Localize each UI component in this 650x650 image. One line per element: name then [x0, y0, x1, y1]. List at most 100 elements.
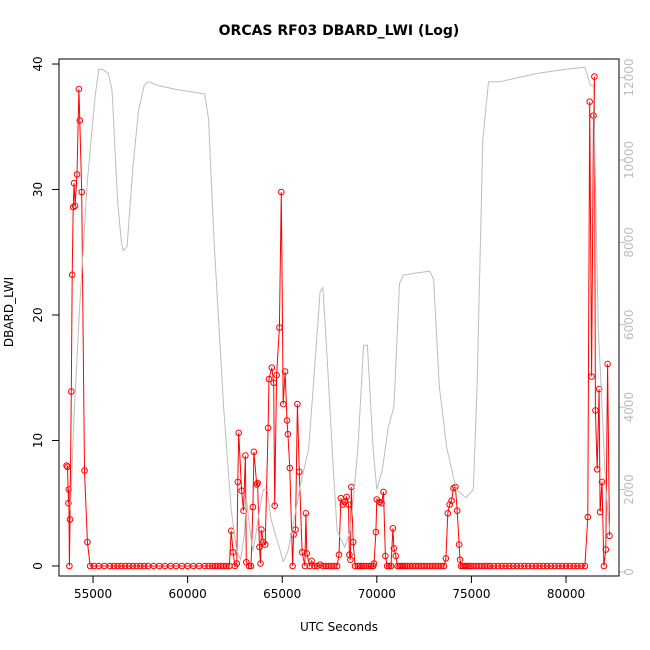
series-0-point-71 — [264, 424, 272, 432]
series-0-point-55 — [235, 429, 242, 437]
y2-tick-label-5: 10000 — [622, 141, 636, 179]
series-0-point-207 — [592, 407, 599, 414]
y-tick-label-3: 30 — [31, 182, 45, 197]
series-0-point-104 — [335, 551, 343, 559]
series-0-point-114 — [351, 562, 359, 570]
series-0-point-18 — [90, 562, 98, 570]
series-0-point-186 — [524, 562, 532, 570]
y2-tick-label-3: 6000 — [622, 309, 636, 340]
series-0-point-200 — [577, 562, 585, 570]
y2-tick-label-4: 8000 — [622, 227, 636, 258]
series-0-point-92 — [303, 550, 311, 557]
series-0-point-88 — [296, 468, 303, 476]
series-0-point-15 — [81, 467, 88, 474]
series-0-point-153 — [437, 562, 445, 570]
x-tick-label-2: 65000 — [263, 587, 301, 601]
series-0-point-113 — [349, 538, 357, 546]
series-0-point-41 — [201, 562, 208, 570]
series-0-point-135 — [392, 552, 400, 560]
series-0-point-91 — [302, 510, 310, 517]
series-0-point-119 — [363, 562, 370, 570]
series-0-point-195 — [558, 562, 566, 570]
series-0-point-140 — [401, 562, 409, 570]
series-0-point-180 — [502, 562, 509, 570]
series-0-point-162 — [455, 541, 463, 548]
series-0-point-182 — [509, 562, 517, 570]
series-0-point-54 — [234, 478, 242, 486]
series-0-point-209 — [595, 385, 603, 393]
series-0-point-183 — [513, 562, 521, 570]
series-0-point-60 — [245, 562, 253, 570]
series-0-point-178 — [494, 562, 502, 570]
series-0-point-161 — [453, 507, 461, 515]
series-0-point-56 — [238, 487, 245, 495]
series-0-point-181 — [506, 562, 513, 570]
series-0-point-26 — [125, 562, 133, 570]
plot-frame — [58, 58, 620, 577]
series-0-point-109 — [345, 501, 352, 508]
series-0-point-6 — [68, 388, 75, 395]
x-tick-label-0: 55000 — [74, 587, 112, 601]
y2-tick-label-0: 0 — [622, 568, 636, 576]
series-0-point-70 — [261, 541, 269, 548]
y-axis-label: DBARD_LWI — [2, 277, 16, 347]
series-0-point-134 — [390, 545, 398, 552]
series-0-point-30 — [140, 562, 148, 570]
series-0-point-66 — [256, 543, 263, 551]
series-0-point-116 — [356, 562, 364, 570]
x-tick-label-4: 75000 — [452, 587, 490, 601]
series-0-point-203 — [586, 98, 594, 105]
series-0-point-57 — [240, 507, 247, 515]
series-0-point-68 — [258, 526, 265, 533]
series-0-point-12 — [75, 85, 83, 93]
series-0-point-198 — [570, 562, 577, 570]
series-0-point-175 — [484, 562, 491, 570]
series-0-point-10 — [71, 202, 79, 210]
series-0-point-202 — [584, 513, 592, 521]
series-1-line — [69, 66, 610, 564]
series-0-point-80 — [281, 368, 289, 375]
series-0-point-185 — [521, 562, 528, 570]
series-0-point-9 — [70, 179, 78, 187]
series-0-point-187 — [528, 562, 536, 570]
series-0-point-28 — [133, 562, 140, 570]
series-0-point-72 — [265, 375, 273, 383]
series-0-point-191 — [543, 562, 551, 570]
series-0-point-94 — [308, 557, 315, 565]
chart-title: ORCAS RF03 DBARD_LWI (Log) — [219, 23, 460, 39]
series-0-point-196 — [562, 562, 570, 570]
series-0-point-129 — [382, 552, 389, 560]
series-0-point-188 — [532, 562, 540, 570]
series-0-point-65 — [254, 479, 261, 487]
series-0-point-213 — [602, 546, 610, 553]
y-tick-label-1: 10 — [31, 433, 45, 448]
series-layer — [63, 66, 613, 570]
series-0-point-74 — [270, 379, 278, 387]
series-0-point-25 — [121, 562, 129, 570]
series-0-point-199 — [574, 562, 581, 570]
series-0-point-76 — [273, 371, 280, 379]
y2-tick-label-1: 2000 — [622, 474, 636, 505]
series-0-point-89 — [298, 548, 306, 556]
series-0-point-16 — [84, 538, 91, 546]
series-0-point-51 — [229, 548, 237, 556]
series-0-point-62 — [249, 503, 257, 511]
series-0-point-205 — [590, 112, 597, 119]
series-0-point-214 — [604, 360, 611, 368]
series-0-point-155 — [442, 555, 450, 562]
series-0-point-24 — [118, 562, 125, 570]
series-0-point-61 — [247, 562, 255, 570]
series-0-point-22 — [110, 562, 118, 570]
series-0-point-48 — [223, 562, 230, 570]
series-0-point-204 — [588, 373, 595, 380]
series-0-point-197 — [566, 562, 574, 570]
series-0-point-176 — [487, 562, 494, 570]
series-0-point-1 — [64, 463, 71, 471]
series-0-point-2 — [65, 499, 72, 507]
series-0-point-206 — [591, 73, 598, 80]
x-axis-label: UTC Seconds — [300, 620, 378, 634]
series-0-point-42 — [205, 562, 212, 570]
series-0-point-73 — [268, 364, 276, 372]
series-0-point-211 — [598, 478, 606, 486]
